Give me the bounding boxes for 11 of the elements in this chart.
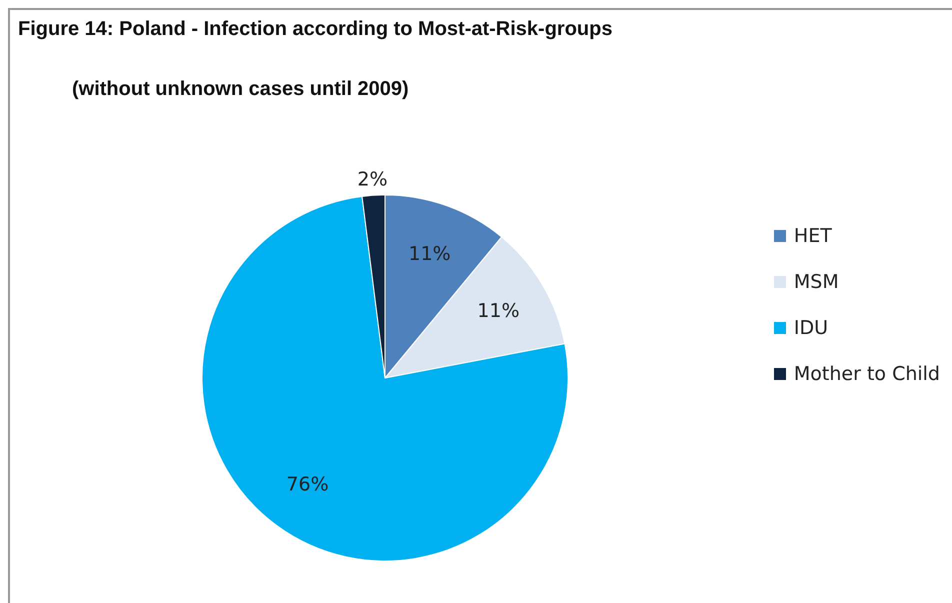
pie-slice bbox=[202, 196, 568, 562]
legend-label: HET bbox=[794, 225, 832, 247]
data-label: 11% bbox=[408, 243, 451, 266]
legend-label: Mother to Child bbox=[794, 363, 940, 385]
data-label: 76% bbox=[286, 474, 329, 496]
legend-label: IDU bbox=[794, 317, 828, 339]
chart-title: Figure 14: Poland - Infection according to Most-at-Risk-groups bbox=[18, 18, 612, 41]
legend-label: MSM bbox=[794, 271, 839, 293]
chart-subtitle: (without unknown cases until 2009) bbox=[72, 78, 409, 101]
data-label: 2% bbox=[357, 168, 388, 190]
data-label: 11% bbox=[477, 300, 520, 322]
